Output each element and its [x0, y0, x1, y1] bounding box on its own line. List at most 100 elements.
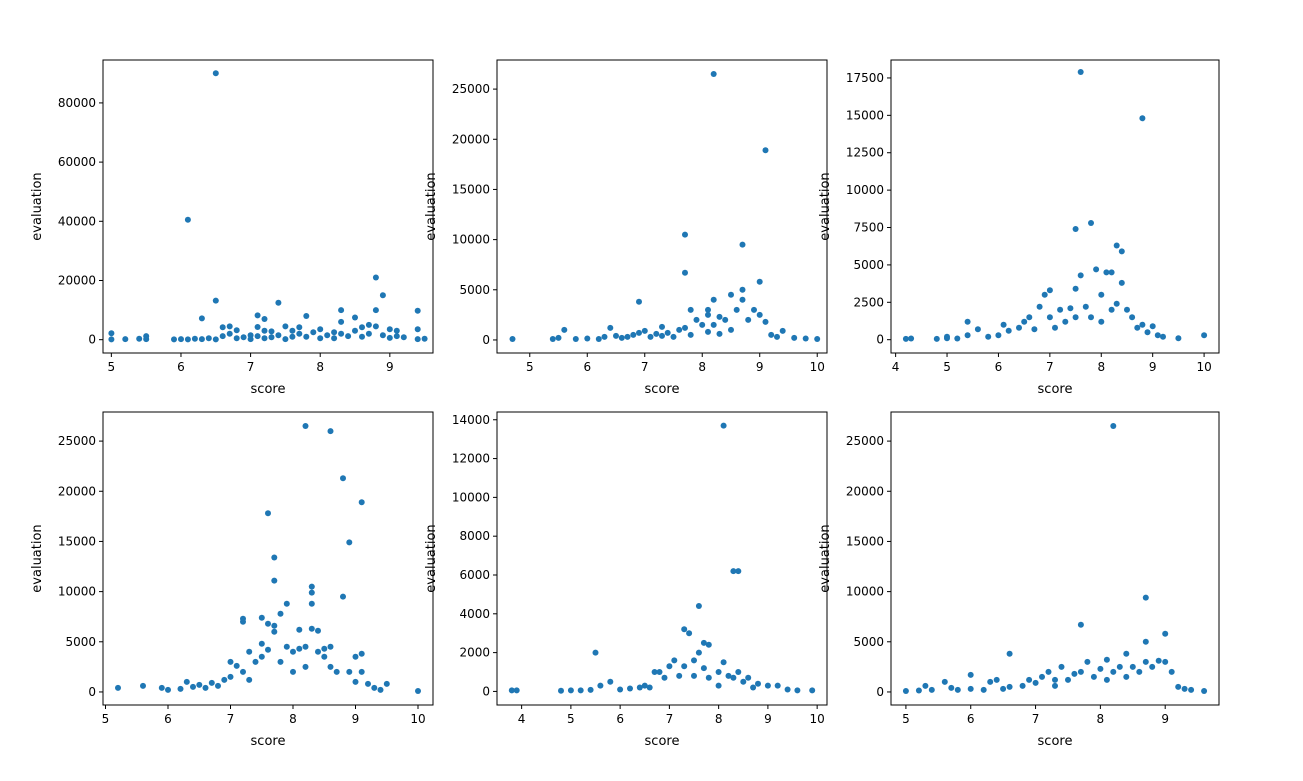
x-axis-label: score [645, 382, 680, 397]
y-tick-label: 17500 [846, 71, 884, 85]
data-point [513, 687, 520, 694]
data-point [265, 646, 271, 653]
data-point [646, 684, 653, 691]
axes-frame [890, 59, 1220, 354]
data-point [258, 653, 265, 660]
data-point [372, 307, 379, 314]
data-point [1067, 305, 1074, 312]
data-point [686, 630, 693, 637]
data-point [212, 70, 219, 77]
data-point [122, 336, 129, 343]
data-point [1062, 318, 1069, 325]
y-tick-label: 15000 [452, 182, 490, 196]
data-point [215, 682, 221, 689]
data-point [1144, 329, 1151, 336]
x-tick-label: 7 [1046, 360, 1054, 374]
data-point [1149, 323, 1156, 330]
data-point [359, 324, 365, 331]
data-point [321, 653, 328, 660]
data-point [693, 316, 700, 323]
x-tick-label: 5 [526, 360, 534, 374]
y-axis-label: evaluation [424, 524, 439, 592]
data-point [317, 326, 324, 333]
y-tick-label: 0 [876, 685, 884, 699]
data-point [710, 71, 717, 77]
data-point [379, 332, 386, 339]
data-point [699, 321, 706, 328]
data-point [508, 687, 515, 694]
y-tick-label: 15000 [846, 534, 884, 548]
data-point [681, 663, 688, 670]
data-point [315, 648, 321, 655]
data-point [933, 335, 940, 342]
data-point [1162, 630, 1169, 637]
data-point [158, 684, 165, 691]
x-tick-label: 8 [698, 360, 706, 374]
data-point [595, 336, 602, 342]
y-tick-label: 10000 [58, 585, 96, 599]
x-tick-label: 6 [164, 712, 172, 726]
data-point [710, 321, 717, 328]
data-point [1175, 683, 1182, 690]
data-point [268, 334, 275, 341]
data-point [414, 336, 421, 343]
data-point [346, 539, 353, 546]
data-point [271, 577, 278, 584]
data-point [415, 688, 421, 694]
data-point [1000, 321, 1007, 328]
data-point [682, 324, 688, 331]
data-point [290, 648, 296, 655]
data-point [365, 321, 372, 328]
y-tick-label: 2000 [459, 646, 490, 660]
x-axis-label: score [251, 734, 286, 749]
data-point [1129, 663, 1136, 670]
data-point [607, 678, 614, 685]
data-point [584, 335, 591, 342]
data-point [948, 684, 955, 691]
data-point [308, 589, 315, 596]
data-point [282, 323, 289, 330]
data-point [365, 330, 372, 337]
data-point [327, 663, 334, 670]
data-point [627, 685, 633, 692]
data-point [1154, 332, 1161, 339]
data-point [177, 685, 184, 692]
data-point [358, 668, 365, 675]
data-point [1098, 318, 1105, 325]
data-point [739, 296, 746, 303]
data-point [321, 645, 328, 652]
data-point [676, 326, 683, 333]
data-point [352, 653, 359, 660]
data-point [198, 315, 205, 322]
y-tick-label: 7500 [853, 221, 884, 235]
data-point [715, 669, 722, 675]
data-point [379, 292, 386, 299]
data-point [1201, 688, 1208, 694]
data-point [1006, 650, 1013, 657]
y-tick-label: 40000 [58, 214, 96, 228]
x-tick-label: 7 [666, 712, 674, 726]
data-point [283, 600, 290, 607]
data-point [1134, 324, 1141, 331]
axes-frame [102, 59, 434, 354]
data-point [751, 306, 757, 313]
data-point [561, 326, 568, 333]
data-point [716, 330, 723, 337]
data-point [393, 327, 400, 334]
data-point [1139, 115, 1146, 122]
y-axis-label: evaluation [818, 172, 833, 240]
data-point [664, 329, 671, 336]
data-point [567, 687, 574, 694]
y-tick-label: 14000 [452, 413, 490, 427]
data-point [271, 628, 278, 635]
data-point [393, 333, 400, 340]
data-point [421, 335, 428, 342]
data-point [338, 307, 345, 314]
data-point [915, 687, 922, 694]
data-point [1032, 679, 1039, 686]
y-tick-label: 20000 [58, 484, 96, 498]
y-axis-label: evaluation [30, 524, 45, 592]
data-point [277, 610, 284, 617]
data-point [1082, 303, 1089, 310]
data-point [338, 330, 345, 337]
